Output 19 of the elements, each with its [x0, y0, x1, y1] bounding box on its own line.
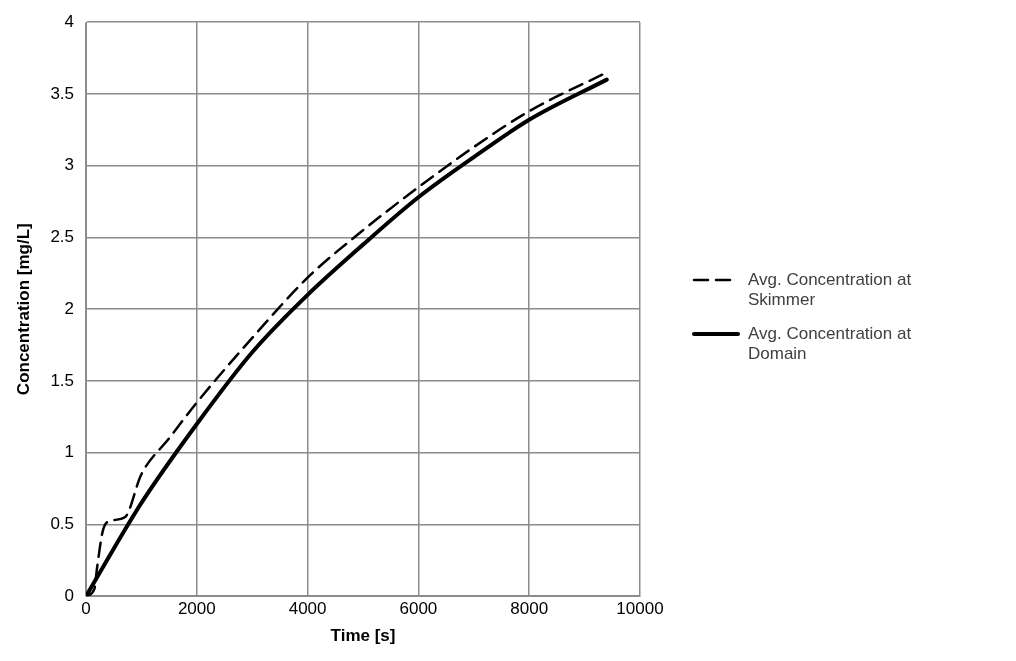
y-tick-label: 1: [64, 442, 75, 462]
y-tick-label: 3: [64, 155, 75, 175]
x-tick-label: 4000: [288, 599, 327, 619]
y-tick-label: 0.5: [50, 514, 75, 534]
y-tick-label: 0: [64, 585, 75, 605]
x-axis-title: Time [s]: [330, 626, 396, 646]
x-tick-label: 2000: [177, 599, 216, 619]
y-tick-label: 1.5: [50, 370, 75, 390]
x-tick-label: 8000: [510, 599, 549, 619]
x-tick-label: 6000: [399, 599, 438, 619]
x-tick-label: 0: [81, 599, 91, 619]
legend-label: Avg. Concentration at Skimmer: [748, 270, 913, 310]
y-axis-title: Concentration [mg/L]: [13, 223, 33, 396]
y-tick-label: 2: [64, 298, 75, 318]
y-tick-label: 2.5: [50, 227, 75, 247]
legend-label: Avg. Concentration at Domain: [748, 324, 913, 364]
y-tick-label: 3.5: [50, 83, 75, 103]
x-tick-label: 10000: [616, 599, 664, 619]
y-tick-label: 4: [64, 11, 75, 31]
